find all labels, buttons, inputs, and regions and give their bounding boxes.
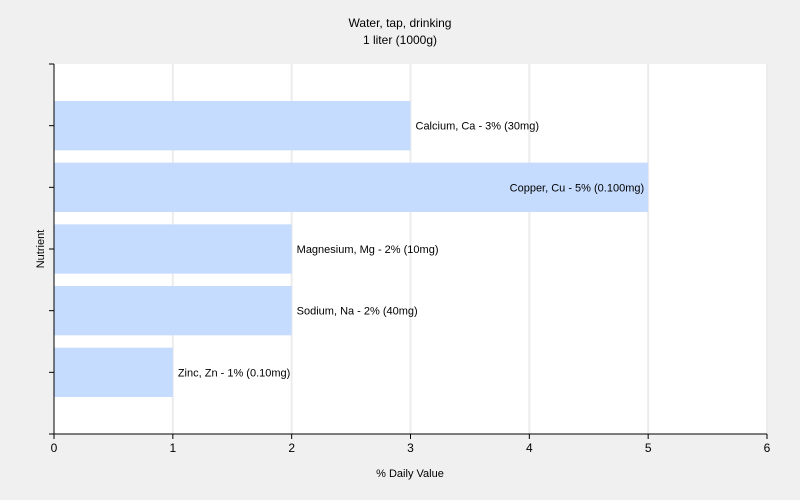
- bar: [54, 162, 649, 212]
- bar: [54, 347, 173, 397]
- x-tick-label: 0: [51, 441, 58, 455]
- x-tick-label: 2: [288, 441, 295, 455]
- x-axis-label: % Daily Value: [376, 468, 444, 480]
- chart-subtitle: 1 liter (1000g): [363, 33, 437, 47]
- bar-data-label: Calcium, Ca - 3% (30mg): [416, 121, 539, 133]
- bar-labels: Calcium, Ca - 3% (30mg) Copper, Cu - 5% (…: [178, 121, 644, 380]
- x-tick-label: 5: [645, 441, 652, 455]
- bar-data-label: Copper, Cu - 5% (0.100mg): [510, 182, 645, 194]
- x-axis-ticks: 0 1 2 3 4 5 6: [51, 434, 771, 455]
- bar: [54, 286, 292, 336]
- grid-line: [528, 64, 531, 434]
- y-axis-label: Nutrient: [35, 230, 47, 269]
- bar: [54, 101, 411, 151]
- x-tick-label: 3: [407, 441, 414, 455]
- x-tick-label: 4: [526, 441, 533, 455]
- bar: [54, 224, 292, 274]
- bar-data-label: Zinc, Zn - 1% (0.10mg): [178, 367, 290, 379]
- y-axis-ticks: [49, 63, 54, 435]
- grid-line: [647, 64, 650, 434]
- bar-data-label: Sodium, Na - 2% (40mg): [297, 306, 418, 318]
- bar-data-label: Magnesium, Mg - 2% (10mg): [297, 244, 439, 256]
- x-tick-label: 1: [169, 441, 176, 455]
- grid-line: [766, 64, 768, 434]
- grid-line: [409, 64, 412, 434]
- x-tick-label: 6: [764, 441, 771, 455]
- bars: [54, 101, 649, 397]
- chart-title: Water, tap, drinking: [349, 16, 452, 30]
